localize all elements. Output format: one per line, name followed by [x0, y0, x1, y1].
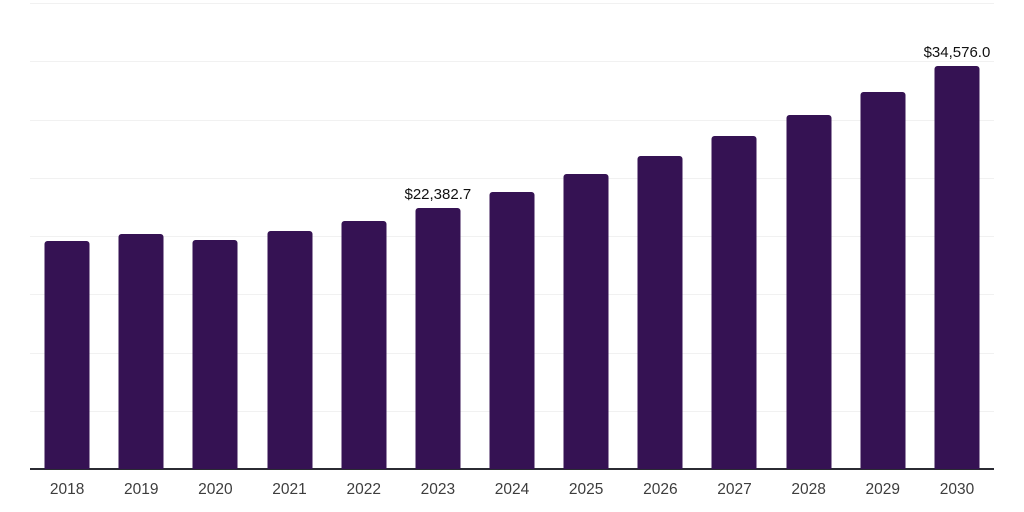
x-tick-label-2027: 2027: [717, 481, 752, 498]
bar-2029: [860, 91, 906, 469]
x-tick-label-2028: 2028: [791, 481, 826, 498]
bar-slot-2024: [475, 3, 549, 469]
x-axis-tick-labels: 2018 2019 2020 2021 2022 2023 2024 2025 2026 2027…: [30, 479, 994, 501]
bar-slot-2030: $34,576.0: [920, 3, 994, 469]
bar-slot-2027: [697, 3, 771, 469]
x-tick-label-2023: 2023: [420, 481, 456, 498]
x-tick-label-2018: 2018: [49, 481, 85, 498]
bar-slot-2019: [104, 3, 178, 469]
gridline-40000: [30, 3, 994, 4]
x-axis-line: [30, 468, 994, 470]
bar-2028: [786, 114, 832, 469]
data-label-2030: $34,576.0: [923, 44, 991, 62]
x-tick-label-2022: 2022: [346, 481, 381, 498]
bar-2023: [415, 208, 461, 469]
bar-slot-2022: [327, 3, 401, 469]
x-tick-label-2019: 2019: [123, 481, 159, 498]
gridline-35000: [30, 61, 994, 63]
gridline-25000: [30, 177, 994, 179]
data-label-2023: $22,382.7: [404, 186, 472, 204]
bars-row: $22,382.7 $34,576.0: [30, 3, 994, 469]
bar-slot-2028: [772, 3, 846, 469]
bar-slot-2026: [623, 3, 697, 469]
x-tick-label-2024: 2024: [494, 481, 530, 498]
bar-2024: [489, 191, 535, 469]
bar-slot-2018: [30, 3, 104, 469]
x-tick-label-2030: 2030: [939, 481, 975, 498]
gridline-30000: [30, 119, 994, 121]
bar-2025: [563, 174, 609, 469]
x-tick-label-2021: 2021: [272, 481, 307, 498]
x-tick-label-2020: 2020: [198, 481, 233, 498]
bar-slot-2029: [846, 3, 920, 469]
plot-area: $22,382.7 $34,576.0: [30, 3, 994, 470]
bar-slot-2021: [252, 3, 326, 469]
x-tick-label-2026: 2026: [643, 481, 678, 498]
bar-2019: [118, 234, 164, 469]
bar-2018: [44, 240, 90, 469]
bar-2020: [192, 240, 238, 469]
bar-slot-2020: [178, 3, 252, 469]
bar-slot-2023: $22,382.7: [401, 3, 475, 469]
bar-2030: [934, 66, 980, 469]
bar-2021: [267, 231, 313, 469]
bar-2026: [637, 155, 683, 469]
x-tick-label-2029: 2029: [865, 481, 901, 498]
bar-slot-2025: [549, 3, 623, 469]
bar-2022: [341, 221, 387, 469]
bar-2027: [711, 135, 757, 469]
x-tick-label-2025: 2025: [568, 481, 604, 498]
